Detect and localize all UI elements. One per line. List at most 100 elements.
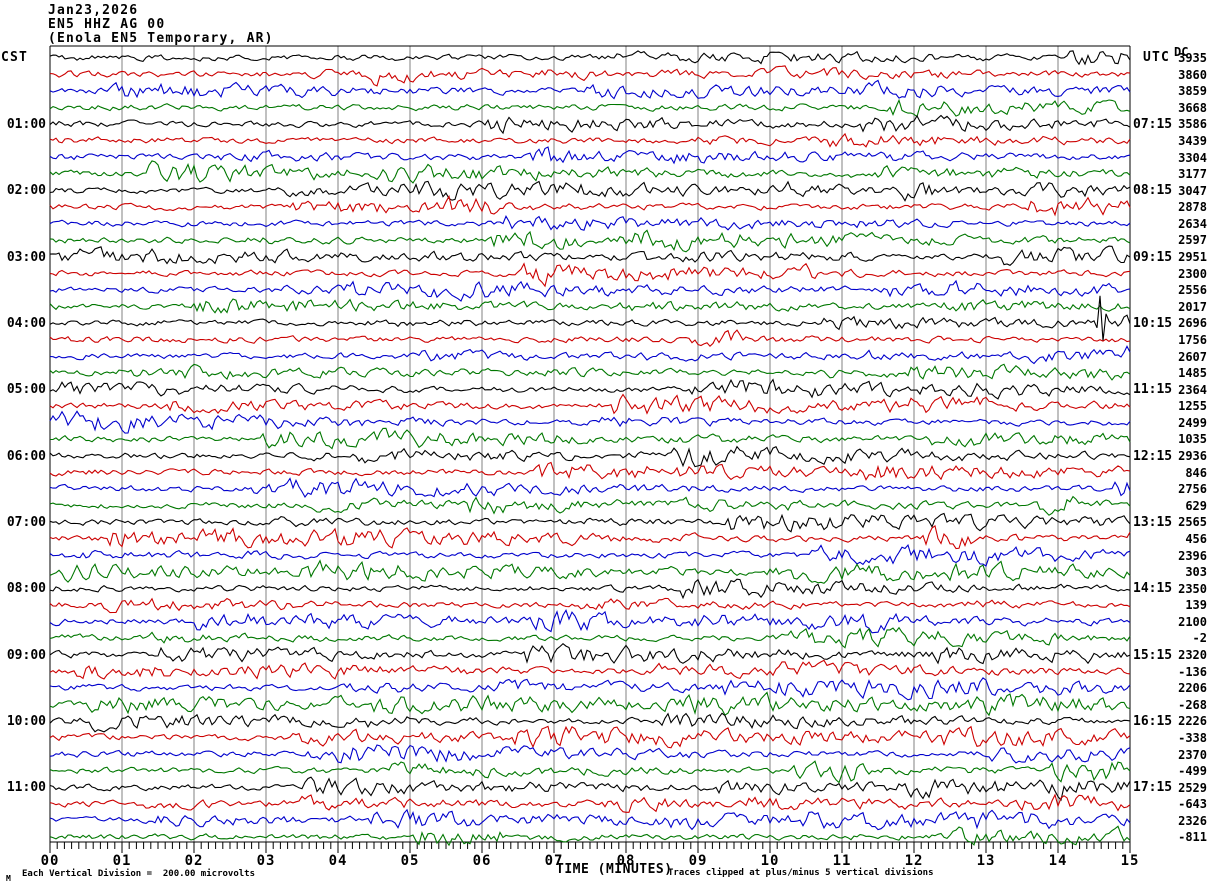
seismic-trace-green bbox=[49, 495, 1131, 516]
x-tick-label: 01 bbox=[112, 853, 132, 869]
right-hour-label: 15:15 bbox=[1133, 647, 1173, 663]
right-timezone-label: UTC bbox=[1143, 50, 1171, 65]
seismic-trace-blue bbox=[49, 215, 1131, 231]
x-tick-label: 11 bbox=[832, 853, 852, 869]
dc-value: 846 bbox=[1185, 465, 1207, 480]
dc-value: 2364 bbox=[1178, 382, 1207, 397]
right-hour-label: 10:15 bbox=[1133, 315, 1173, 331]
seismic-trace-red bbox=[49, 393, 1131, 415]
dc-value: -136 bbox=[1178, 664, 1207, 679]
seismic-trace-black bbox=[49, 578, 1131, 600]
seismic-trace-red bbox=[49, 262, 1131, 288]
dc-value: 3935 bbox=[1178, 51, 1207, 65]
seismic-trace-green bbox=[49, 98, 1131, 118]
seismic-trace-blue bbox=[49, 609, 1131, 634]
dc-value: 3304 bbox=[1178, 150, 1207, 165]
dc-value: 629 bbox=[1185, 498, 1207, 513]
seismic-trace-black bbox=[49, 776, 1131, 802]
seismic-trace-green bbox=[49, 559, 1131, 584]
seismic-trace-green bbox=[49, 626, 1131, 649]
x-tick-label: 05 bbox=[400, 853, 420, 869]
left-timezone-label: CST bbox=[1, 50, 29, 65]
dc-value: 1756 bbox=[1178, 332, 1207, 347]
dc-value: -811 bbox=[1178, 830, 1207, 845]
seismic-trace-green bbox=[49, 229, 1131, 253]
seismic-trace-black bbox=[49, 245, 1131, 266]
left-hour-label: 08:00 bbox=[6, 581, 46, 597]
seismic-trace-blue bbox=[49, 410, 1131, 434]
dc-value: 1485 bbox=[1178, 366, 1207, 381]
seismic-trace-blue bbox=[49, 744, 1131, 764]
dc-value: 3860 bbox=[1178, 67, 1207, 82]
dc-value: -338 bbox=[1178, 730, 1207, 745]
seismic-trace-green bbox=[49, 825, 1131, 847]
left-hour-label: 03:00 bbox=[6, 249, 46, 265]
dc-value: 2396 bbox=[1178, 548, 1207, 563]
dc-value: 1255 bbox=[1178, 399, 1207, 414]
dc-value: 2565 bbox=[1178, 515, 1207, 530]
seismic-trace-green bbox=[49, 760, 1131, 784]
left-hour-label: 02:00 bbox=[6, 183, 46, 199]
seismic-trace-black bbox=[49, 50, 1131, 66]
dc-value: 3047 bbox=[1178, 183, 1207, 198]
x-tick-label: 14 bbox=[1048, 853, 1068, 869]
dc-value: 2499 bbox=[1178, 415, 1207, 430]
dc-value: 2100 bbox=[1178, 614, 1207, 629]
seismic-trace-green bbox=[49, 298, 1131, 314]
right-hour-label: 17:15 bbox=[1133, 780, 1173, 796]
right-hour-label: 14:15 bbox=[1133, 581, 1173, 597]
dc-value: 2206 bbox=[1178, 681, 1207, 696]
seismic-trace-black bbox=[49, 114, 1131, 135]
dc-value: 2696 bbox=[1178, 316, 1207, 331]
left-hour-label: 07:00 bbox=[6, 514, 46, 530]
dc-value: 2936 bbox=[1178, 449, 1207, 463]
seismic-trace-blue bbox=[49, 543, 1131, 567]
seismic-trace-red bbox=[49, 461, 1131, 481]
dc-value: 3668 bbox=[1178, 100, 1207, 115]
x-tick-label: 03 bbox=[256, 853, 276, 869]
x-tick-label: 13 bbox=[976, 853, 996, 869]
seismic-trace-blue bbox=[49, 808, 1131, 831]
x-tick-label: 00 bbox=[40, 853, 60, 869]
right-hour-label: 11:15 bbox=[1133, 382, 1173, 398]
x-tick-label: 08 bbox=[616, 853, 636, 869]
seismic-trace-red bbox=[49, 659, 1131, 680]
dc-value: 2226 bbox=[1178, 714, 1207, 729]
dc-value: 3439 bbox=[1178, 133, 1207, 148]
dc-value: 2017 bbox=[1178, 299, 1207, 314]
dc-value: 2326 bbox=[1178, 813, 1207, 828]
seismic-trace-red bbox=[49, 597, 1131, 614]
dc-value: 2350 bbox=[1178, 581, 1207, 596]
x-axis-title: TIME (MINUTES) bbox=[556, 862, 673, 877]
seismic-trace-blue bbox=[49, 146, 1131, 165]
dc-value: 303 bbox=[1185, 565, 1207, 580]
left-hour-label: 10:00 bbox=[6, 713, 46, 729]
x-tick-label: 07 bbox=[544, 853, 564, 869]
dc-value: 139 bbox=[1185, 598, 1207, 613]
right-hour-label: 07:15 bbox=[1133, 116, 1173, 132]
x-tick-label: 04 bbox=[328, 853, 348, 869]
dc-value: 2756 bbox=[1178, 482, 1207, 497]
x-tick-label: 09 bbox=[688, 853, 708, 869]
x-tick-label: 02 bbox=[184, 853, 204, 869]
right-hour-label: 09:15 bbox=[1133, 249, 1173, 265]
dc-value: -268 bbox=[1178, 697, 1207, 712]
dc-value: -643 bbox=[1178, 797, 1207, 812]
seismic-trace-red bbox=[49, 65, 1131, 87]
dc-value: -2 bbox=[1192, 631, 1207, 646]
left-hour-label: 05:00 bbox=[6, 382, 46, 398]
dc-value: 2529 bbox=[1178, 780, 1207, 795]
right-hour-label: 16:15 bbox=[1133, 713, 1173, 729]
left-hour-label: 01:00 bbox=[6, 116, 46, 132]
seismic-trace-red bbox=[49, 194, 1131, 217]
right-hour-label: 13:15 bbox=[1133, 514, 1173, 530]
dc-value: 2320 bbox=[1178, 648, 1207, 662]
left-hour-label: 09:00 bbox=[6, 647, 46, 663]
dc-value: 2556 bbox=[1178, 283, 1207, 298]
dc-value: 3859 bbox=[1178, 84, 1207, 99]
seismic-trace-black bbox=[49, 295, 1131, 341]
left-hour-label: 11:00 bbox=[6, 780, 46, 796]
seismic-trace-black bbox=[49, 512, 1131, 533]
